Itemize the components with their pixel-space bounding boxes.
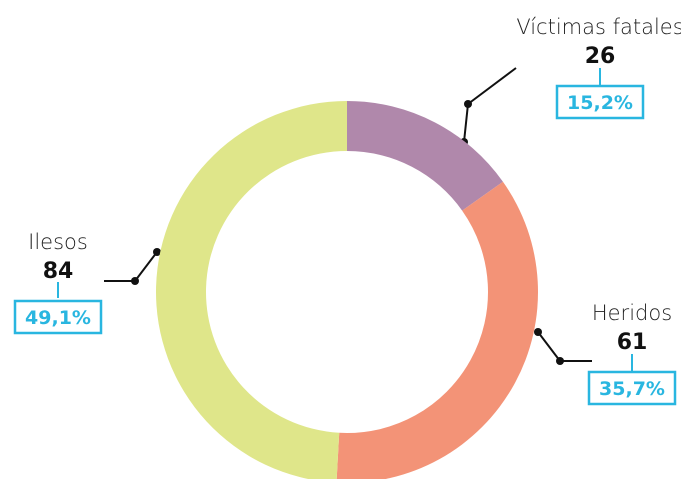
value-label: 26 [585, 44, 616, 69]
percent-label: 15,2% [567, 92, 633, 114]
leader-dot [153, 248, 161, 256]
value-label: 84 [43, 259, 74, 284]
donut-slice [336, 181, 538, 479]
percent-box [587, 370, 677, 406]
category-label: Ilesos [28, 230, 88, 254]
percent-label: 35,7% [599, 378, 665, 400]
leader-dot [464, 100, 472, 108]
leader-dot [534, 328, 542, 336]
percent-label: 49,1% [25, 307, 91, 329]
donut-slice [156, 101, 347, 479]
category-label: Heridos [592, 301, 672, 325]
leader-lines [57, 67, 633, 372]
leader-dot [556, 357, 564, 365]
percent-box [555, 84, 645, 120]
percent-box [13, 299, 103, 335]
donut-slice [347, 101, 503, 211]
value-label: 61 [617, 330, 648, 355]
leader-dot [131, 277, 139, 285]
leader-line [537, 331, 592, 362]
category-label: Víctimas fatales [516, 15, 681, 39]
leader-line [104, 251, 158, 282]
